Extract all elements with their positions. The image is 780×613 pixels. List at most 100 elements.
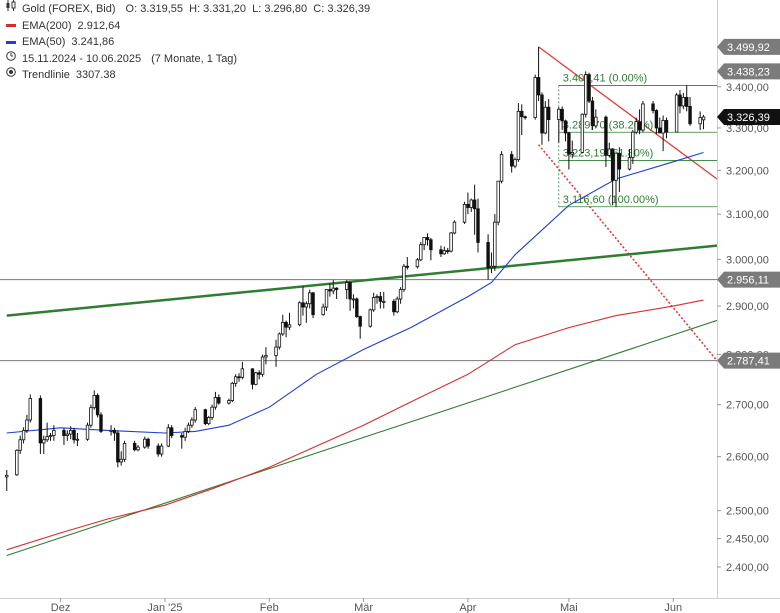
candle-body xyxy=(193,409,197,421)
price-tag-label: 2.956,11 xyxy=(727,275,769,287)
candle-body xyxy=(132,443,137,451)
candle-body xyxy=(328,289,332,292)
legend-ema50-label: EMA(50) xyxy=(22,36,66,48)
candle-body xyxy=(355,298,359,317)
candle-body xyxy=(42,439,46,444)
candle-body xyxy=(254,372,258,385)
candle-body xyxy=(297,302,302,326)
candle-body xyxy=(594,116,598,127)
candle-body xyxy=(75,438,80,441)
candle-body xyxy=(227,400,231,404)
candle-body xyxy=(587,74,591,102)
y-tick-label: 2.900,00 xyxy=(726,301,769,313)
candle-body xyxy=(284,321,288,328)
candle-body xyxy=(513,159,517,167)
candle-body xyxy=(604,116,608,156)
candle-body xyxy=(65,433,70,436)
x-tick-label: Mai xyxy=(560,602,578,613)
y-tick-label: 2.700,00 xyxy=(726,400,769,412)
candle-body xyxy=(183,431,187,438)
candle-body xyxy=(119,458,123,463)
candle-body xyxy=(476,208,480,243)
legend-trendline-row: Trendlinie 3307.38 xyxy=(6,67,370,84)
candle-body xyxy=(217,397,221,404)
candle-body xyxy=(627,157,632,170)
candle-body xyxy=(560,108,564,122)
legend-range-row: 15.11.2024 - 10.06.2025 (7 Monate, 1 Tag… xyxy=(6,50,370,68)
x-tick-label: Jun xyxy=(664,602,682,613)
candle-body xyxy=(614,152,618,181)
price-tag-bg xyxy=(717,108,780,125)
candle-body xyxy=(617,152,622,170)
trendline xyxy=(6,244,717,317)
candle-body xyxy=(429,239,433,251)
legend-ema200-label: EMA(200) xyxy=(22,19,72,32)
candle-body xyxy=(210,406,214,418)
candle-body xyxy=(516,110,521,161)
candle-body xyxy=(567,132,571,155)
fib-level-label: 3.116,60 (100.00%) xyxy=(563,194,659,206)
candle-body xyxy=(122,443,127,460)
x-tick-label: Mär xyxy=(354,602,373,613)
clock-icon xyxy=(6,50,16,68)
candle-body xyxy=(651,103,655,111)
legend-symbol-label: Gold (FOREX, Bid) xyxy=(22,2,116,15)
candle-body xyxy=(584,74,588,115)
candle-body xyxy=(358,316,362,327)
candle-body xyxy=(48,435,53,438)
candle-body xyxy=(405,265,410,268)
candle-body xyxy=(334,287,339,290)
legend-symbol-row: Gold (FOREX, Bid) O: 3.319,55 H: 3.331,2… xyxy=(6,0,370,18)
candle-body xyxy=(499,154,504,182)
candle-body xyxy=(21,429,26,441)
candle-body xyxy=(493,221,497,267)
candle-body xyxy=(557,108,561,121)
target-icon xyxy=(6,67,16,84)
candle-body xyxy=(654,110,659,129)
candle-body xyxy=(25,419,29,431)
candle-body xyxy=(5,474,9,478)
candle-body xyxy=(664,120,669,133)
legend-ema200-value: 2.912,64 xyxy=(77,19,121,32)
candle-body xyxy=(402,265,406,290)
y-tick-label: 2.500,00 xyxy=(726,506,769,518)
current-price-tag: 3.326,39 xyxy=(717,108,780,125)
candle-body xyxy=(546,106,551,121)
candle-body xyxy=(99,414,103,432)
candle-body xyxy=(85,424,90,440)
price-tag: 2.787,41 xyxy=(717,352,780,369)
price-tag-bg xyxy=(717,352,780,369)
price-tag: 2.956,11 xyxy=(717,271,780,288)
candle-body xyxy=(681,96,686,107)
candle-body xyxy=(523,116,527,119)
candle-body xyxy=(446,250,450,253)
candle-body xyxy=(543,106,548,134)
x-tick-label: Feb xyxy=(260,602,279,613)
fib-level-label: 3.403,41 (0.00%) xyxy=(563,72,647,84)
candle-body xyxy=(351,298,356,301)
price-tag-bg xyxy=(717,38,780,55)
candle-body xyxy=(72,429,76,441)
candle-body xyxy=(92,395,96,409)
candle-body xyxy=(472,199,477,210)
candle-body xyxy=(533,77,537,118)
candle-body xyxy=(281,321,285,335)
y-tick-label: 3.400,00 xyxy=(726,82,769,94)
y-tick-label: 2.450,00 xyxy=(726,534,769,546)
candle-body xyxy=(38,398,43,444)
candle-body xyxy=(89,407,93,426)
y-tick-label: 3.100,00 xyxy=(726,209,769,221)
candle-body xyxy=(580,113,585,153)
candle-body xyxy=(658,127,662,134)
candle-body xyxy=(536,77,541,96)
candle-body xyxy=(395,298,399,313)
candle-body xyxy=(301,302,305,308)
legend-ema50-row: EMA(50) 3.241,86 xyxy=(6,34,370,51)
candle-body xyxy=(641,103,645,131)
line-icon xyxy=(6,24,16,28)
y-tick-label: 3.300,00 xyxy=(726,123,769,135)
price-tag-label: 3.499,92 xyxy=(727,42,770,54)
candle-body xyxy=(348,282,352,300)
price-tag-label: 3.326,39 xyxy=(727,112,770,124)
